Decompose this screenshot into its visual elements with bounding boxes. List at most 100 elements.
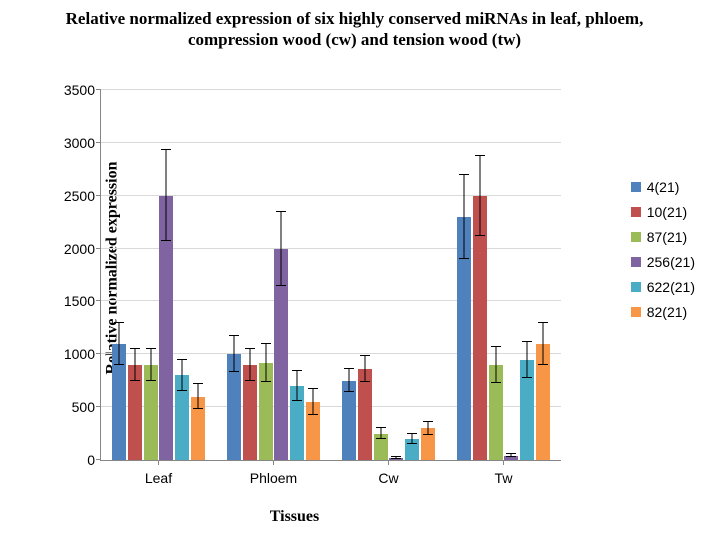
error-cap (229, 371, 239, 372)
error-bar (312, 389, 313, 414)
chart-container: Relative normalized expression of six hi… (0, 0, 709, 536)
error-bar (234, 336, 235, 372)
error-cap (360, 355, 370, 356)
legend-swatch (631, 307, 641, 317)
legend-label: 4(21) (647, 179, 680, 195)
error-cap (193, 408, 203, 409)
error-cap (245, 348, 255, 349)
legend-item: 256(21) (631, 254, 695, 270)
legend-swatch (631, 257, 641, 267)
error-cap (391, 458, 401, 459)
error-bar (182, 360, 183, 392)
error-cap (161, 240, 171, 241)
error-bar (265, 344, 266, 382)
error-bar (150, 349, 151, 381)
error-cap (423, 421, 433, 422)
error-cap (130, 348, 140, 349)
error-bar (479, 156, 480, 236)
legend-item: 10(21) (631, 204, 695, 220)
error-cap (423, 434, 433, 435)
error-cap (161, 149, 171, 150)
error-cap (308, 388, 318, 389)
legend-swatch (631, 182, 641, 192)
error-cap (146, 348, 156, 349)
ytick-label: 2000 (64, 241, 101, 257)
ytick-label: 2500 (64, 188, 101, 204)
x-category-label: Tw (456, 470, 550, 486)
plot-area: 0500100015002000250030003500LeafPhloemCw… (100, 90, 561, 461)
x-axis-label: Tissues (0, 508, 589, 526)
error-cap (459, 174, 469, 175)
legend-item: 622(21) (631, 279, 695, 295)
error-cap (344, 368, 354, 369)
error-cap (538, 364, 548, 365)
bar-group: Tw (456, 90, 550, 460)
legend-label: 87(21) (647, 229, 687, 245)
legend-label: 256(21) (647, 254, 695, 270)
error-cap (506, 456, 516, 457)
ytick-label: 3500 (64, 82, 101, 98)
error-cap (177, 390, 187, 391)
error-cap (193, 383, 203, 384)
error-bar (134, 349, 135, 381)
bar (358, 369, 372, 460)
error-cap (459, 258, 469, 259)
bar (342, 381, 356, 460)
error-bar (297, 371, 298, 401)
error-cap (261, 381, 271, 382)
bar-group: Phloem (226, 90, 320, 460)
error-cap (475, 155, 485, 156)
error-cap (475, 235, 485, 236)
ytick-label: 1000 (64, 346, 101, 362)
error-cap (177, 359, 187, 360)
error-cap (245, 380, 255, 381)
legend-label: 10(21) (647, 204, 687, 220)
legend-swatch (631, 282, 641, 292)
xtick-mark (273, 460, 274, 465)
error-cap (276, 285, 286, 286)
error-cap (146, 380, 156, 381)
x-category-label: Leaf (111, 470, 205, 486)
error-cap (407, 433, 417, 434)
legend-item: 87(21) (631, 229, 695, 245)
error-bar (527, 342, 528, 378)
chart-title: Relative normalized expression of six hi… (0, 8, 709, 51)
ytick-label: 0 (87, 452, 101, 468)
bar-group: Leaf (111, 90, 205, 460)
error-cap (391, 456, 401, 457)
error-cap (407, 443, 417, 444)
error-cap (292, 370, 302, 371)
xtick-mark (388, 460, 389, 465)
error-cap (376, 438, 386, 439)
error-cap (506, 453, 516, 454)
error-bar (349, 369, 350, 392)
ytick-label: 3000 (64, 135, 101, 151)
error-bar (197, 384, 198, 409)
error-bar (364, 356, 365, 381)
legend: 4(21) 10(21) 87(21) 256(21) 622(21) 82(21) (631, 170, 695, 329)
error-cap (376, 427, 386, 428)
x-category-label: Phloem (226, 470, 320, 486)
ytick-label: 1500 (64, 293, 101, 309)
legend-swatch (631, 207, 641, 217)
ytick-label: 500 (72, 399, 101, 415)
error-bar (166, 150, 167, 241)
xtick-mark (158, 460, 159, 465)
legend-item: 82(21) (631, 304, 695, 320)
error-cap (261, 343, 271, 344)
error-bar (281, 212, 282, 286)
error-bar (119, 323, 120, 365)
error-bar (464, 175, 465, 260)
error-cap (491, 346, 501, 347)
error-cap (522, 377, 532, 378)
error-cap (114, 322, 124, 323)
bar-group: Cw (341, 90, 435, 460)
legend-label: 622(21) (647, 279, 695, 295)
error-cap (538, 322, 548, 323)
error-cap (522, 341, 532, 342)
error-cap (229, 335, 239, 336)
x-category-label: Cw (341, 470, 435, 486)
error-cap (114, 364, 124, 365)
error-bar (249, 349, 250, 381)
error-cap (491, 382, 501, 383)
